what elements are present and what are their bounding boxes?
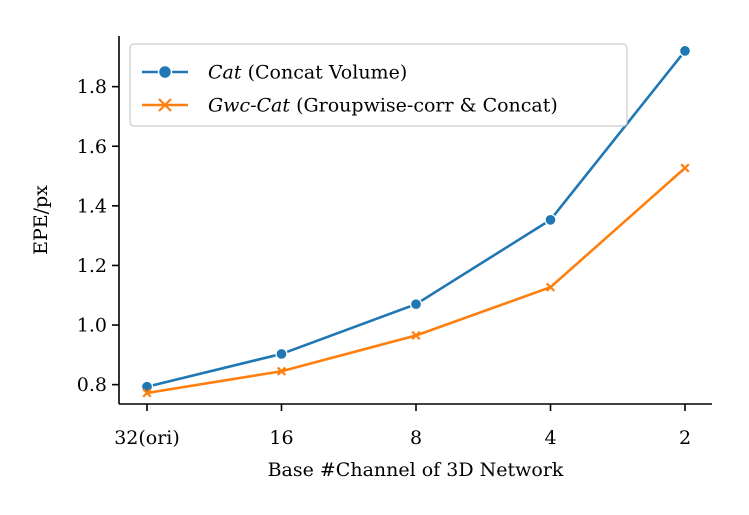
y-tick-label: 0.8 bbox=[77, 374, 107, 396]
legend-x-glyph bbox=[158, 98, 172, 112]
data-point bbox=[411, 330, 421, 341]
data-point bbox=[409, 298, 423, 311]
data-point bbox=[276, 366, 287, 376]
x-tick-label: 2 bbox=[679, 427, 691, 449]
x-axis-title: Base #Channel of 3D Network bbox=[268, 459, 564, 481]
plot-area bbox=[140, 44, 692, 398]
y-tick-label: 1.8 bbox=[77, 76, 107, 98]
legend-item-gwc-cat: Gwc-Cat (Groupwise-corr & Concat) bbox=[142, 95, 558, 117]
legend-name-cat: Cat bbox=[208, 62, 242, 84]
legend-frame bbox=[129, 43, 628, 127]
y-tick-label: 1.0 bbox=[77, 315, 107, 337]
legend-label-cat: Cat (Concat Volume) bbox=[208, 62, 407, 84]
data-point bbox=[680, 163, 690, 173]
legend-name-gwc-cat: Gwc-Cat bbox=[208, 95, 290, 117]
legend: Cat (Concat Volume) Gwc-Cat (Groupwise-c… bbox=[129, 43, 628, 127]
y-axis: 0.8 1.0 1.2 1.4 1.6 1.8 bbox=[77, 36, 120, 404]
legend-suffix-cat: (Concat Volume) bbox=[248, 62, 408, 84]
y-tick-label: 1.2 bbox=[77, 255, 107, 277]
data-point bbox=[545, 282, 556, 292]
legend-label-gwc-cat: Gwc-Cat (Groupwise-corr & Concat) bbox=[208, 95, 558, 117]
x-axis: 32(ori) 16 8 4 2 bbox=[114, 403, 712, 449]
data-point bbox=[142, 388, 152, 398]
series-cat bbox=[140, 44, 692, 393]
y-tick-label: 1.6 bbox=[77, 136, 107, 158]
y-tick-label: 1.4 bbox=[77, 195, 107, 217]
legend-suffix-gwc-cat: (Groupwise-corr & Concat) bbox=[296, 95, 558, 117]
legend-item-cat: Cat (Concat Volume) bbox=[142, 62, 407, 84]
x-tick-label: 8 bbox=[410, 427, 422, 449]
x-tick-label: 32(ori) bbox=[114, 427, 180, 449]
legend-marker-gwc-cat bbox=[158, 98, 172, 112]
y-axis-title: EPE/px bbox=[30, 185, 52, 255]
legend-marker-cat bbox=[157, 64, 173, 80]
data-point bbox=[678, 44, 692, 58]
series-line bbox=[146, 167, 686, 395]
x-tick-label: 16 bbox=[269, 427, 293, 449]
x-tick-label: 4 bbox=[544, 427, 556, 449]
data-point bbox=[275, 347, 288, 361]
series-gwc-cat bbox=[142, 163, 690, 398]
data-point bbox=[544, 213, 557, 227]
